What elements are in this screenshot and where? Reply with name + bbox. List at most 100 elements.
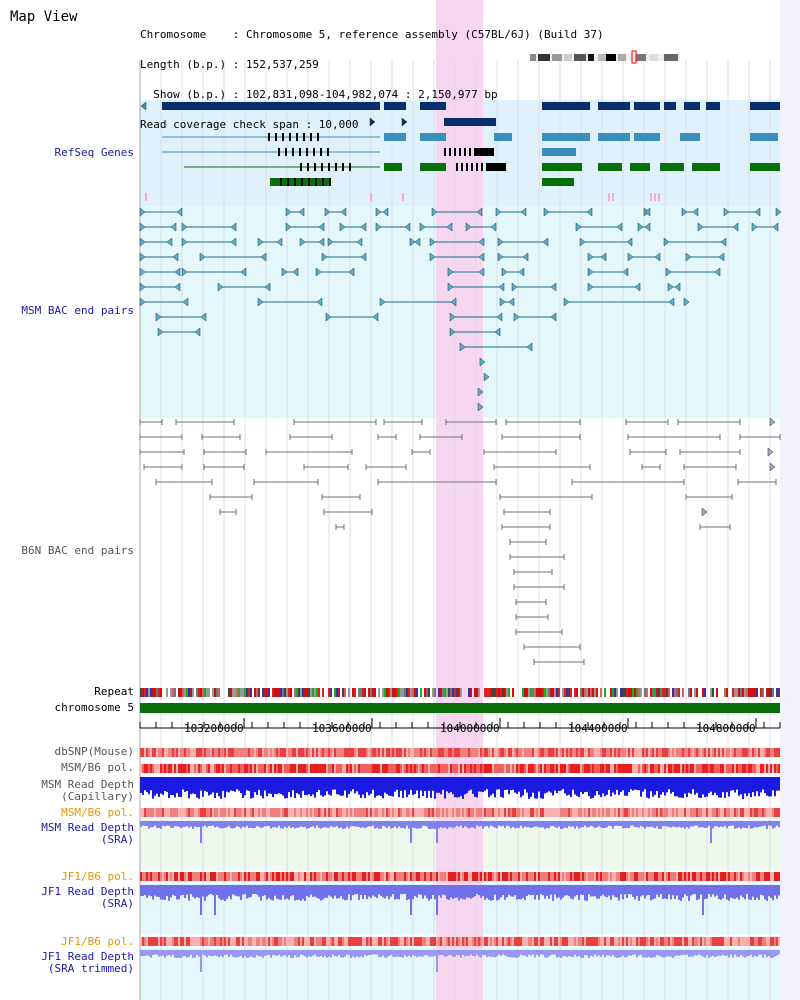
depth-bar — [286, 885, 288, 899]
depth-bar — [148, 950, 150, 957]
heatmap-cell — [354, 764, 356, 773]
heatmap-cell — [744, 808, 746, 817]
depth-bar — [714, 821, 716, 827]
depth-bar — [392, 885, 394, 894]
depth-bar — [474, 821, 476, 829]
heatmap-cell — [370, 872, 372, 881]
track-label-msm-depth-capillary[interactable]: MSM Read Depth — [41, 778, 134, 791]
track-label-msm-depth-sra[interactable]: MSM Read Depth — [41, 821, 134, 834]
heatmap-cell — [510, 872, 512, 881]
heatmap-cell — [216, 748, 218, 757]
depth-bar — [726, 777, 728, 793]
heatmap-cell — [544, 872, 546, 881]
repeat-element — [352, 688, 354, 697]
depth-bar — [482, 777, 484, 792]
gene-exon-black — [310, 133, 312, 141]
track-label-refseq[interactable]: RefSeq Genes — [54, 146, 134, 159]
track-label-jf1-b6-pol-trimmed[interactable]: JF1/B6 pol. — [61, 935, 134, 948]
depth-bar — [678, 950, 680, 956]
depth-bar — [338, 885, 340, 899]
heatmap-cell — [174, 808, 176, 817]
heatmap-cell — [438, 748, 440, 757]
bac-end-arrow — [431, 207, 438, 217]
heatmap-cell — [414, 808, 416, 817]
depth-bar — [176, 777, 178, 794]
repeat-element — [312, 688, 314, 697]
track-label-dbsnp[interactable]: dbSNP(Mouse) — [54, 745, 134, 758]
heatmap-cell — [656, 764, 658, 773]
heatmap-cell — [240, 748, 242, 757]
depth-bar — [722, 885, 724, 899]
track-label-msm-bac[interactable]: MSM BAC end pairs — [21, 304, 134, 317]
depth-bar — [622, 885, 624, 900]
depth-bar — [236, 950, 238, 958]
depth-bar — [362, 777, 364, 795]
repeat-element — [388, 688, 390, 697]
heatmap-cell — [444, 937, 446, 946]
bac-end-arrow — [494, 327, 501, 337]
depth-bar — [182, 885, 184, 895]
heatmap-cell — [350, 937, 352, 946]
depth-bar — [204, 777, 206, 792]
track-label-msm-b6-pol[interactable]: MSM/B6 pol. — [61, 761, 134, 774]
heatmap-cell — [448, 872, 450, 881]
depth-bar — [712, 821, 714, 829]
track-label-b6n-bac[interactable]: B6N BAC end pairs — [21, 544, 134, 557]
repeat-element — [234, 688, 236, 697]
repeat-element — [446, 688, 448, 697]
depth-bar — [774, 821, 776, 828]
depth-bar — [616, 821, 618, 826]
depth-bar — [300, 777, 302, 798]
heatmap-cell — [348, 937, 350, 946]
depth-bar — [466, 821, 468, 828]
heatmap-cell — [614, 764, 616, 773]
heatmap-cell — [524, 872, 526, 881]
track-label-jf1-b6-pol[interactable]: JF1/B6 pol. — [61, 870, 134, 883]
depth-bar — [652, 885, 654, 900]
heatmap-cell — [210, 764, 212, 773]
repeat-element — [390, 688, 392, 697]
heatmap-cell — [284, 937, 286, 946]
heatmap-cell — [634, 748, 636, 757]
heatmap-cell — [362, 764, 364, 773]
depth-bar — [744, 950, 746, 958]
heatmap-cell — [384, 872, 386, 881]
depth-bar — [508, 821, 510, 827]
track-label-jf1-depth-sra[interactable]: JF1 Read Depth — [41, 885, 134, 898]
gene-exon-black — [481, 163, 483, 171]
heatmap-cell — [486, 937, 488, 946]
heatmap-cell — [698, 872, 700, 881]
track-label-msm-b6-pol-sra[interactable]: MSM/B6 pol. — [61, 806, 134, 819]
heatmap-cell — [262, 872, 264, 881]
bac-end-arrow — [174, 282, 181, 292]
heatmap-cell — [270, 808, 272, 817]
depth-bar — [718, 821, 720, 828]
heatmap-cell — [736, 764, 738, 773]
depth-bar — [258, 821, 260, 827]
depth-bar — [540, 777, 542, 799]
gene-exon-light — [680, 133, 700, 141]
depth-bar — [688, 885, 690, 901]
track-label-chromosome[interactable]: chromosome 5 — [54, 701, 134, 714]
depth-bar — [482, 821, 484, 829]
track-label-jf1-depth-trimmed[interactable]: JF1 Read Depth — [41, 950, 134, 963]
heatmap-cell — [432, 748, 434, 757]
depth-bar — [288, 777, 290, 793]
depth-bar — [238, 821, 240, 827]
depth-bar — [724, 885, 726, 895]
heatmap-cell — [476, 872, 478, 881]
depth-bar — [298, 777, 300, 795]
heatmap-cell — [310, 748, 312, 757]
depth-bar — [554, 950, 556, 955]
depth-bar — [498, 821, 500, 826]
depth-bar — [470, 821, 472, 828]
track-label-repeat[interactable]: Repeat — [94, 685, 134, 698]
depth-bar — [148, 821, 150, 829]
heatmap-cell — [312, 748, 314, 757]
depth-bar — [660, 885, 662, 894]
depth-bar — [418, 885, 420, 895]
heatmap-cell — [264, 808, 266, 817]
depth-bar — [594, 821, 596, 828]
depth-bar — [206, 777, 208, 792]
depth-bar — [740, 950, 742, 955]
